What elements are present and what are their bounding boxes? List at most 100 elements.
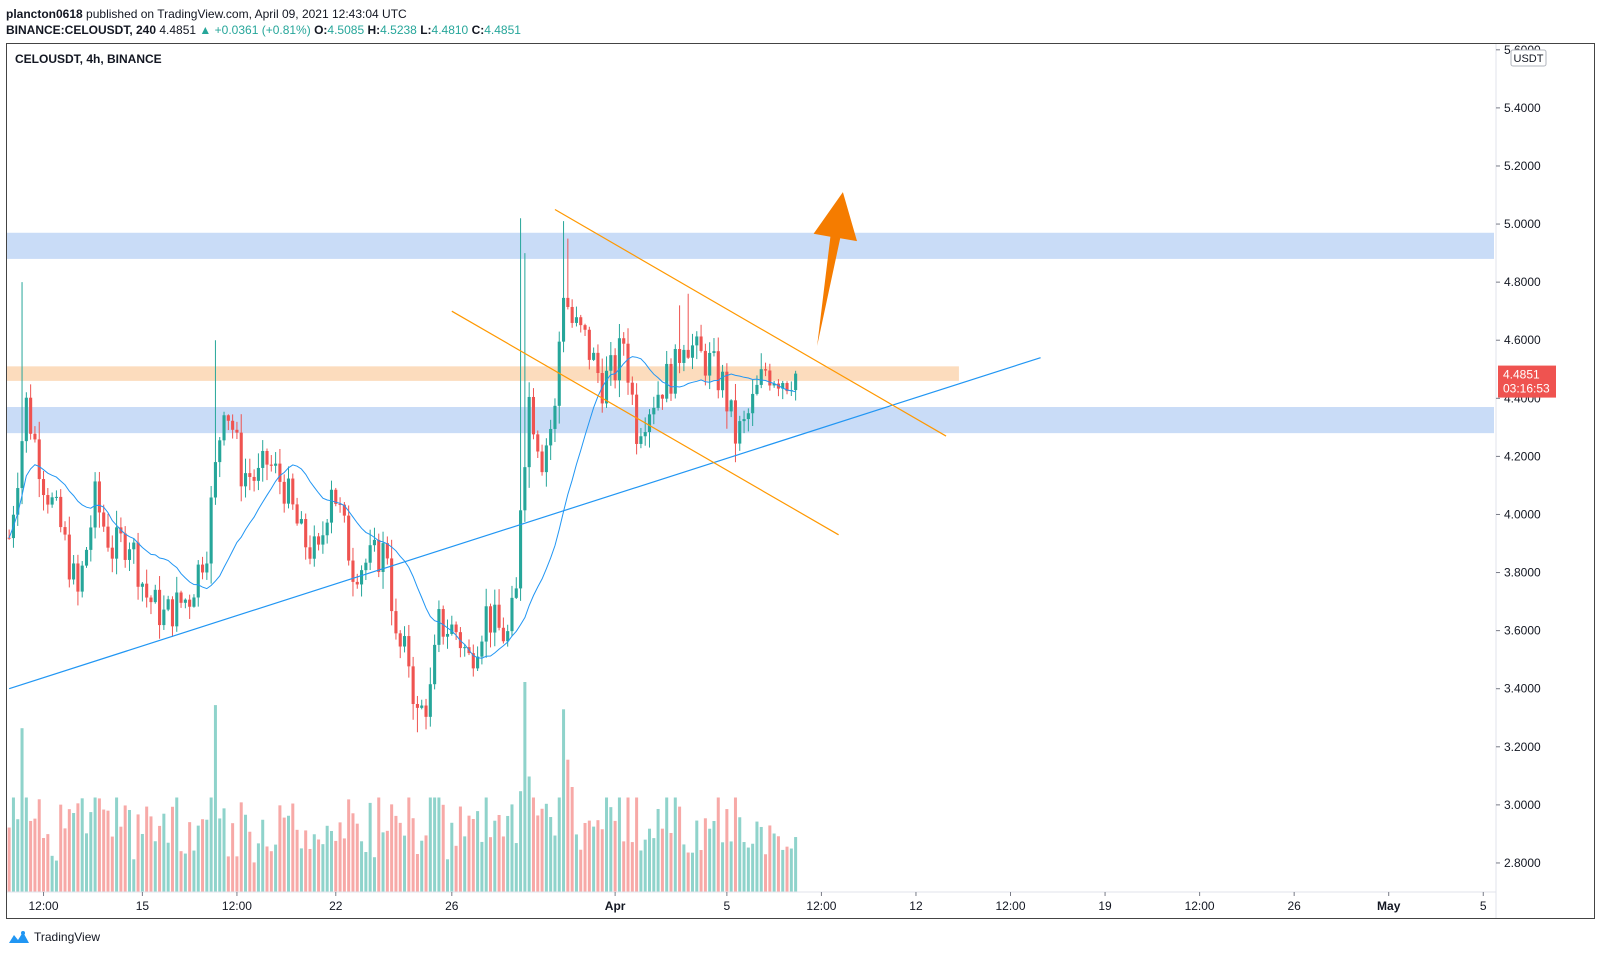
candle: [493, 589, 497, 647]
ohlc-line: BINANCE:CELOUSDT, 240 4.4851 ▲ +0.0361 (…: [6, 22, 521, 38]
volume-bar: [579, 849, 583, 892]
volume-bar: [686, 852, 690, 892]
candle-body: [170, 599, 175, 627]
candle: [158, 576, 162, 639]
candle-body: [441, 609, 445, 637]
candle: [411, 656, 415, 720]
volume-bar: [338, 822, 342, 892]
candle-body: [635, 394, 639, 444]
volume-bar: [106, 810, 110, 892]
candle-body: [325, 522, 329, 536]
candle: [604, 356, 609, 408]
volume-bar: [42, 837, 46, 892]
candle: [16, 472, 20, 526]
candle: [46, 487, 50, 514]
candle-body: [411, 666, 415, 705]
volume-bar: [733, 797, 737, 892]
low-value: 4.4810: [431, 23, 469, 37]
candle: [622, 332, 626, 356]
volume-bar: [76, 803, 80, 892]
candle-body: [424, 705, 428, 717]
volume-bar: [665, 797, 669, 892]
footer-brand[interactable]: TradingView: [34, 930, 101, 944]
volume-bar: [390, 804, 394, 892]
y-tick-label: 4.2000: [1504, 449, 1541, 463]
candle: [385, 536, 389, 565]
candle: [67, 516, 71, 588]
candle: [102, 504, 106, 532]
volume-bar: [218, 818, 222, 892]
y-tick-label: 3.8000: [1504, 566, 1541, 580]
candle: [20, 282, 24, 505]
candle-body: [342, 504, 346, 516]
candle: [41, 470, 46, 511]
candle-body: [80, 565, 84, 592]
candle: [222, 411, 226, 446]
publisher-name[interactable]: plancton0618: [6, 7, 83, 21]
candle: [596, 344, 600, 384]
volume-bar: [574, 834, 578, 892]
candle: [29, 384, 33, 440]
candle-body: [200, 564, 205, 573]
candle-body: [592, 352, 596, 360]
zone-blue-0: [7, 232, 1494, 259]
candle: [196, 560, 200, 607]
candle-body: [145, 583, 149, 598]
volume-bar: [394, 815, 398, 892]
candle-body: [46, 495, 50, 505]
volume-bar: [80, 798, 84, 892]
volume-bar: [789, 848, 793, 892]
volume-bar: [596, 820, 600, 892]
candle-body: [596, 352, 600, 374]
volume-bar: [660, 828, 664, 892]
y-tick-label: 3.4000: [1504, 682, 1541, 696]
volume-bar: [557, 797, 561, 892]
volume-bar: [33, 818, 37, 892]
volume-bar: [583, 822, 587, 892]
candle-body: [248, 473, 252, 477]
volume-bar: [540, 808, 544, 892]
volume-bar: [16, 819, 20, 892]
candle: [510, 585, 514, 637]
candle-body: [682, 349, 686, 363]
volume-bar: [205, 819, 209, 892]
volume-bar: [385, 830, 389, 892]
volume-bar: [312, 834, 316, 892]
candle-body: [488, 606, 493, 633]
candle-body: [785, 383, 789, 392]
candle-body: [329, 489, 334, 523]
candle-body: [192, 597, 196, 607]
candle-body: [372, 539, 376, 546]
symbol-info: BINANCE:CELOUSDT, 240: [6, 23, 157, 37]
low-label: L:: [420, 23, 432, 37]
volume-bar: [299, 848, 303, 892]
candle: [501, 617, 505, 644]
volume-bar: [639, 850, 643, 892]
candle-body: [553, 405, 557, 429]
volume-bar: [364, 852, 368, 892]
candle: [488, 603, 493, 648]
volume-bar: [179, 851, 183, 892]
candle-body: [269, 464, 273, 466]
candle: [256, 453, 260, 491]
volume-bar: [213, 705, 217, 892]
publish-line: plancton0618 published on TradingView.co…: [6, 6, 521, 22]
candle-body: [570, 306, 574, 323]
candle-body: [312, 536, 316, 559]
candle-body: [484, 606, 488, 642]
volume-bar: [531, 797, 535, 892]
candle-body: [222, 415, 226, 441]
volume-bar: [342, 838, 346, 892]
volume-bar: [553, 835, 557, 892]
volume-bar: [630, 842, 634, 892]
candle-body: [127, 549, 132, 560]
volume-bar: [304, 830, 308, 892]
volume-bar: [424, 835, 428, 892]
candle: [669, 358, 673, 401]
candle-body: [420, 705, 424, 708]
candle-body: [609, 355, 613, 371]
y-tick-label: 4.6000: [1504, 333, 1541, 347]
candle-body: [93, 481, 97, 528]
candle: [506, 624, 510, 647]
